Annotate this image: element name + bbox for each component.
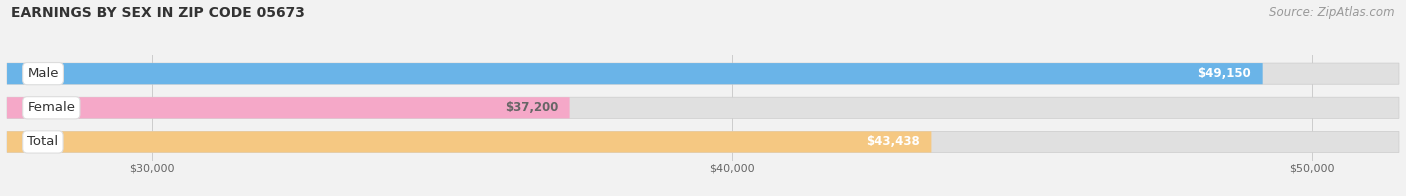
FancyBboxPatch shape <box>7 63 1263 84</box>
FancyBboxPatch shape <box>7 97 569 118</box>
FancyBboxPatch shape <box>7 131 1399 152</box>
FancyBboxPatch shape <box>7 63 1399 84</box>
Text: Male: Male <box>27 67 59 80</box>
Text: EARNINGS BY SEX IN ZIP CODE 05673: EARNINGS BY SEX IN ZIP CODE 05673 <box>11 6 305 20</box>
Text: $49,150: $49,150 <box>1198 67 1251 80</box>
Text: $37,200: $37,200 <box>505 101 558 114</box>
FancyBboxPatch shape <box>7 131 931 152</box>
Text: Source: ZipAtlas.com: Source: ZipAtlas.com <box>1270 6 1395 19</box>
Text: $43,438: $43,438 <box>866 135 920 148</box>
FancyBboxPatch shape <box>7 97 1399 118</box>
Text: Total: Total <box>27 135 59 148</box>
Text: Female: Female <box>27 101 76 114</box>
